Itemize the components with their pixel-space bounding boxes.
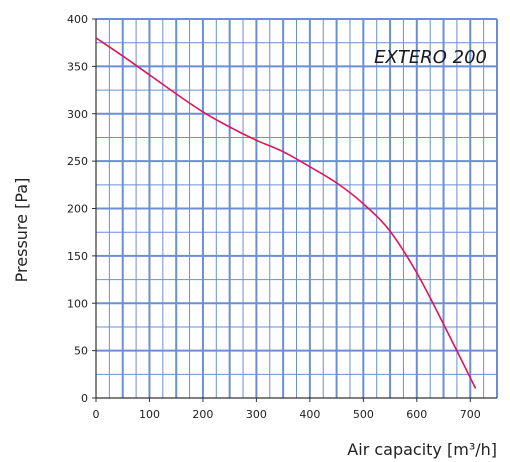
x-tick-label: 600 (406, 408, 427, 421)
y-tick-label: 250 (67, 155, 88, 168)
chart-title: EXTERO 200 (374, 47, 487, 68)
y-axis-title: Pressure [Pa] (12, 178, 31, 283)
y-tick-label: 150 (67, 250, 88, 263)
y-tick-labels: 0 50 100 150 200 250 300 350 400 (67, 13, 88, 405)
major-gridlines (96, 18, 498, 398)
x-tick-label: 200 (192, 408, 213, 421)
x-tick-label: 700 (460, 408, 481, 421)
x-tick-label: 0 (93, 408, 100, 421)
x-tick-labels: 0 100 200 300 400 500 600 700 (93, 408, 481, 421)
series-group (95, 37, 477, 389)
y-tick-label: 50 (74, 345, 88, 358)
x-axis-title: Air capacity [m³/h] (347, 440, 497, 459)
x-tick-label: 100 (139, 408, 160, 421)
x-tick-label: 500 (353, 408, 374, 421)
y-tick-label: 200 (67, 203, 88, 216)
y-tick-label: 100 (67, 297, 88, 310)
y-tick-label: 300 (67, 108, 88, 121)
y-tick-label: 350 (67, 60, 88, 73)
y-tick-label: 0 (81, 392, 88, 405)
x-tick-label: 400 (299, 408, 320, 421)
series-line (95, 37, 477, 389)
y-tick-label: 400 (67, 13, 88, 26)
x-tick-label: 300 (246, 408, 267, 421)
chart-axes (92, 18, 497, 402)
